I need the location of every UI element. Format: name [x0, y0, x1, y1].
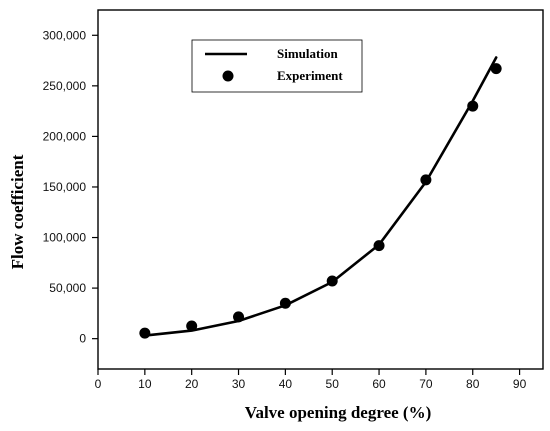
- experiment-point: [373, 240, 385, 252]
- legend-experiment-label: Experiment: [277, 68, 343, 83]
- experiment-point: [139, 327, 151, 339]
- y-tick-label: 200,000: [43, 129, 87, 143]
- y-axis-ticks: 0 50,000 100,000 150,000 200,000 250,000 300,0…: [43, 28, 98, 346]
- experiment-point: [233, 311, 245, 323]
- experiment-point: [279, 297, 291, 309]
- y-tick-label: 300,000: [43, 28, 87, 42]
- x-tick-label: 70: [419, 377, 433, 391]
- experiment-point: [326, 275, 338, 287]
- x-tick-label: 10: [138, 377, 152, 391]
- legend-box: [191, 39, 363, 93]
- series-layer: [139, 56, 502, 339]
- experiment-point: [186, 320, 198, 332]
- x-tick-label: 60: [372, 377, 386, 391]
- y-tick-label: 100,000: [43, 231, 87, 245]
- x-tick-label: 40: [279, 377, 293, 391]
- x-axis-title: Valve opening degree (%): [245, 403, 432, 422]
- y-tick-label: 150,000: [43, 180, 87, 194]
- x-axis-ticks: 0 10 20 30 40 50 60 70 80 90: [95, 369, 527, 391]
- x-tick-label: 20: [185, 377, 199, 391]
- x-tick-label: 30: [232, 377, 246, 391]
- experiment-point: [420, 174, 432, 186]
- legend: Simulation Experiment: [191, 39, 363, 93]
- x-tick-label: 90: [513, 377, 527, 391]
- experiment-point: [490, 63, 502, 75]
- x-tick-label: 0: [95, 377, 102, 391]
- x-tick-label: 80: [466, 377, 480, 391]
- plot-frame: [97, 9, 544, 370]
- simulation-line: [143, 56, 498, 337]
- experiment-point: [467, 100, 479, 112]
- y-tick-label: 250,000: [43, 79, 87, 93]
- legend-experiment-marker: [222, 70, 234, 82]
- y-tick-label: 50,000: [49, 281, 86, 295]
- x-tick-label: 50: [326, 377, 340, 391]
- y-tick-label: 0: [79, 332, 86, 346]
- legend-simulation-label: Simulation: [277, 46, 338, 61]
- y-axis-title: Flow coefficient: [8, 154, 27, 269]
